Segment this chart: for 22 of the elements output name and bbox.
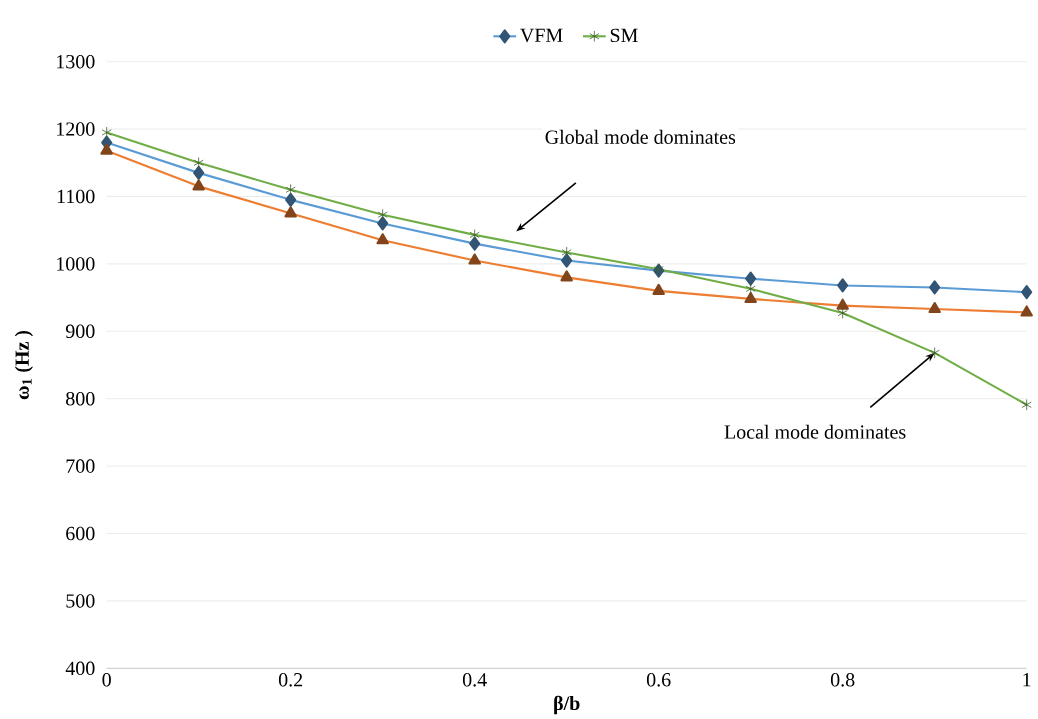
y-tick-label: 1200: [57, 122, 95, 137]
y-axis-title: ω$_{1}$ (Hz ): [14, 331, 33, 400]
y-tick-label: 400: [65, 661, 95, 676]
y-tick-label: 500: [66, 594, 95, 608]
y-tick-label: 1000: [57, 257, 95, 271]
x-axis-title: β/b: [554, 696, 580, 715]
x-tick-label: 0.8: [830, 673, 855, 687]
x-tick-label: 0: [102, 673, 111, 687]
annotation: Global mode dominates: [545, 130, 736, 145]
x-tick-label: 0.6: [646, 673, 671, 687]
x-tick-label: 1: [1023, 673, 1031, 687]
y-tick-label: 1100: [57, 189, 95, 204]
y-tick-label: 600: [66, 526, 95, 541]
x-tick-label: 0.2: [278, 673, 303, 687]
y-tick-label: 1300: [57, 55, 95, 69]
y-tick-label: 800: [66, 392, 95, 406]
x-tick-label: 0.4: [462, 673, 487, 687]
legend-label: VFM: [520, 28, 563, 43]
annotation: Local mode dominates: [724, 424, 906, 439]
y-tick-label: 700: [66, 459, 95, 474]
y-tick-label: 900: [65, 324, 95, 339]
legend-label: SM: [610, 28, 638, 43]
